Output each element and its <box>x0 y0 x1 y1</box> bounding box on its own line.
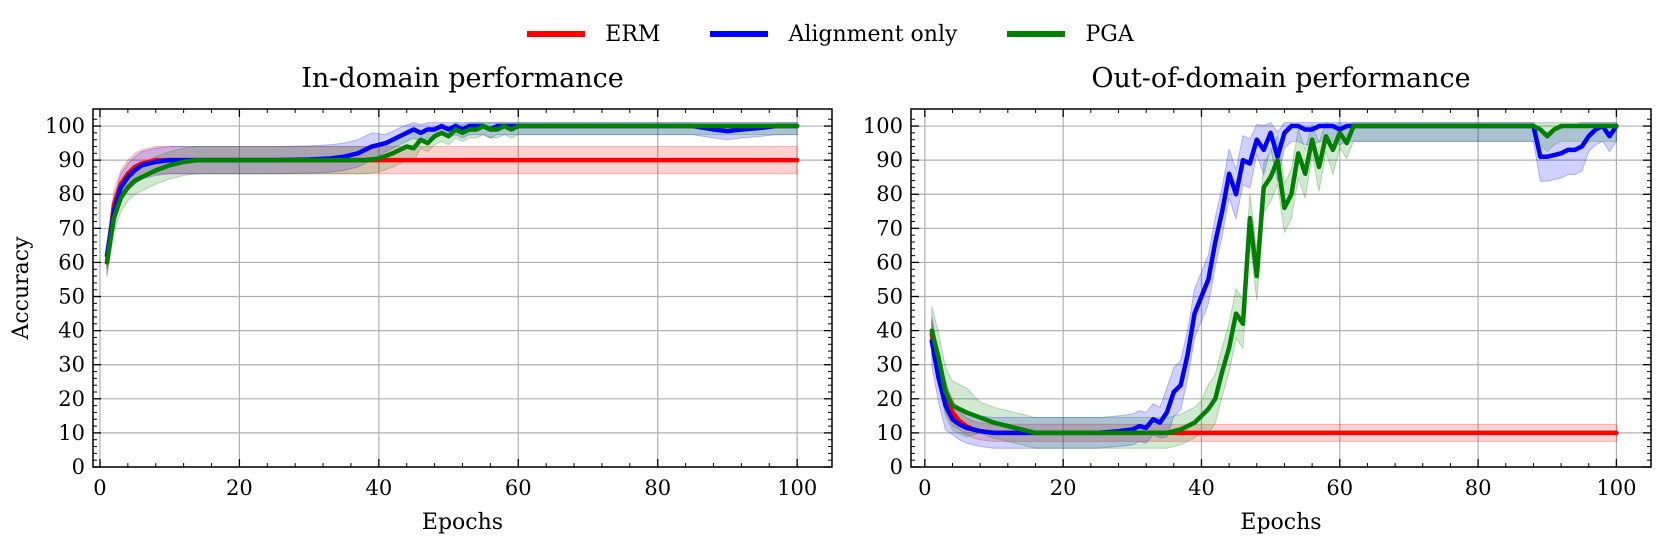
x-axis-title: Epochs <box>1240 510 1321 535</box>
x-tick-label: 0 <box>93 476 106 500</box>
y-tick-label: 0 <box>72 455 85 479</box>
legend-item-alignment-only[interactable]: Alignment only <box>710 22 957 47</box>
legend-item-erm[interactable]: ERM <box>527 22 660 47</box>
x-tick-label: 20 <box>226 476 253 500</box>
chart-panel-2: 0 20 40 60 80 100 0 10 20 30 40 50 60 70 80 90 100 Out-of… <box>863 63 1652 535</box>
y-tick-label: 50 <box>58 285 85 309</box>
y-tick-label: 30 <box>58 353 85 377</box>
x-tick-label: 100 <box>1596 476 1636 500</box>
x-tick-label: 40 <box>1188 476 1215 500</box>
series-line-erm <box>104 157 800 265</box>
y-tick-label: 30 <box>876 353 903 377</box>
plot-area <box>929 121 1619 449</box>
legend-item-pga[interactable]: PGA <box>1007 21 1134 47</box>
legend-swatch-alignment-only <box>710 31 769 37</box>
y-axis-title: Accuracy <box>9 236 34 341</box>
y-tick-label: 40 <box>876 319 903 343</box>
y-tick-label: 100 <box>863 114 903 138</box>
y-tick-label: 100 <box>45 114 85 138</box>
y-tick-label: 20 <box>58 387 85 411</box>
axes-frame <box>910 108 1652 468</box>
series-line-alignment-only <box>104 123 800 258</box>
chart-title: Out-of-domain performance <box>1091 63 1470 94</box>
chart-title: In-domain performance <box>301 63 624 94</box>
x-tick-label: 0 <box>918 476 931 500</box>
x-tick-label: 60 <box>1326 476 1353 500</box>
y-tick-label: 60 <box>58 250 85 274</box>
y-tick-label: 0 <box>890 455 903 479</box>
band-erm <box>931 320 1617 442</box>
y-tick-label: 80 <box>876 182 903 206</box>
x-tick-label: 80 <box>644 476 671 500</box>
series-line-pga <box>929 123 1619 436</box>
x-axis-title: Epochs <box>422 510 503 535</box>
y-tick-label: 70 <box>58 216 85 240</box>
y-tick-label: 50 <box>876 285 903 309</box>
y-tick-label: 10 <box>876 421 903 445</box>
x-tick-label: 20 <box>1050 476 1077 500</box>
x-tick-label: 40 <box>365 476 392 500</box>
legend-swatch-erm <box>527 31 586 37</box>
legend-label-erm: ERM <box>605 21 661 47</box>
y-tick-label: 20 <box>876 387 903 411</box>
chart-panel-1: 0 20 40 60 80 100 0 10 20 30 40 50 60 70 80 90 100 In-dom… <box>9 63 833 535</box>
x-tick-label: 100 <box>777 476 817 500</box>
y-tick-label: 80 <box>58 182 85 206</box>
x-tick-label: 80 <box>1465 476 1492 500</box>
band-alignment-only <box>106 122 798 270</box>
y-tick-label: 40 <box>58 319 85 343</box>
y-tick-label: 90 <box>58 148 85 172</box>
legend: ERM Alignment only PGA <box>0 14 1661 54</box>
y-tick-label: 60 <box>876 250 903 274</box>
legend-swatch-pga <box>1007 31 1066 37</box>
plot-area <box>104 122 800 277</box>
x-tick-label: 60 <box>505 476 532 500</box>
y-tick-label: 90 <box>876 148 903 172</box>
y-tick-label: 10 <box>58 421 85 445</box>
legend-label-pga: PGA <box>1085 21 1134 47</box>
band-pga <box>106 122 798 277</box>
legend-label-alignment-only: Alignment only <box>788 21 958 47</box>
series-line-pga <box>104 123 800 265</box>
y-tick-label: 70 <box>876 216 903 240</box>
